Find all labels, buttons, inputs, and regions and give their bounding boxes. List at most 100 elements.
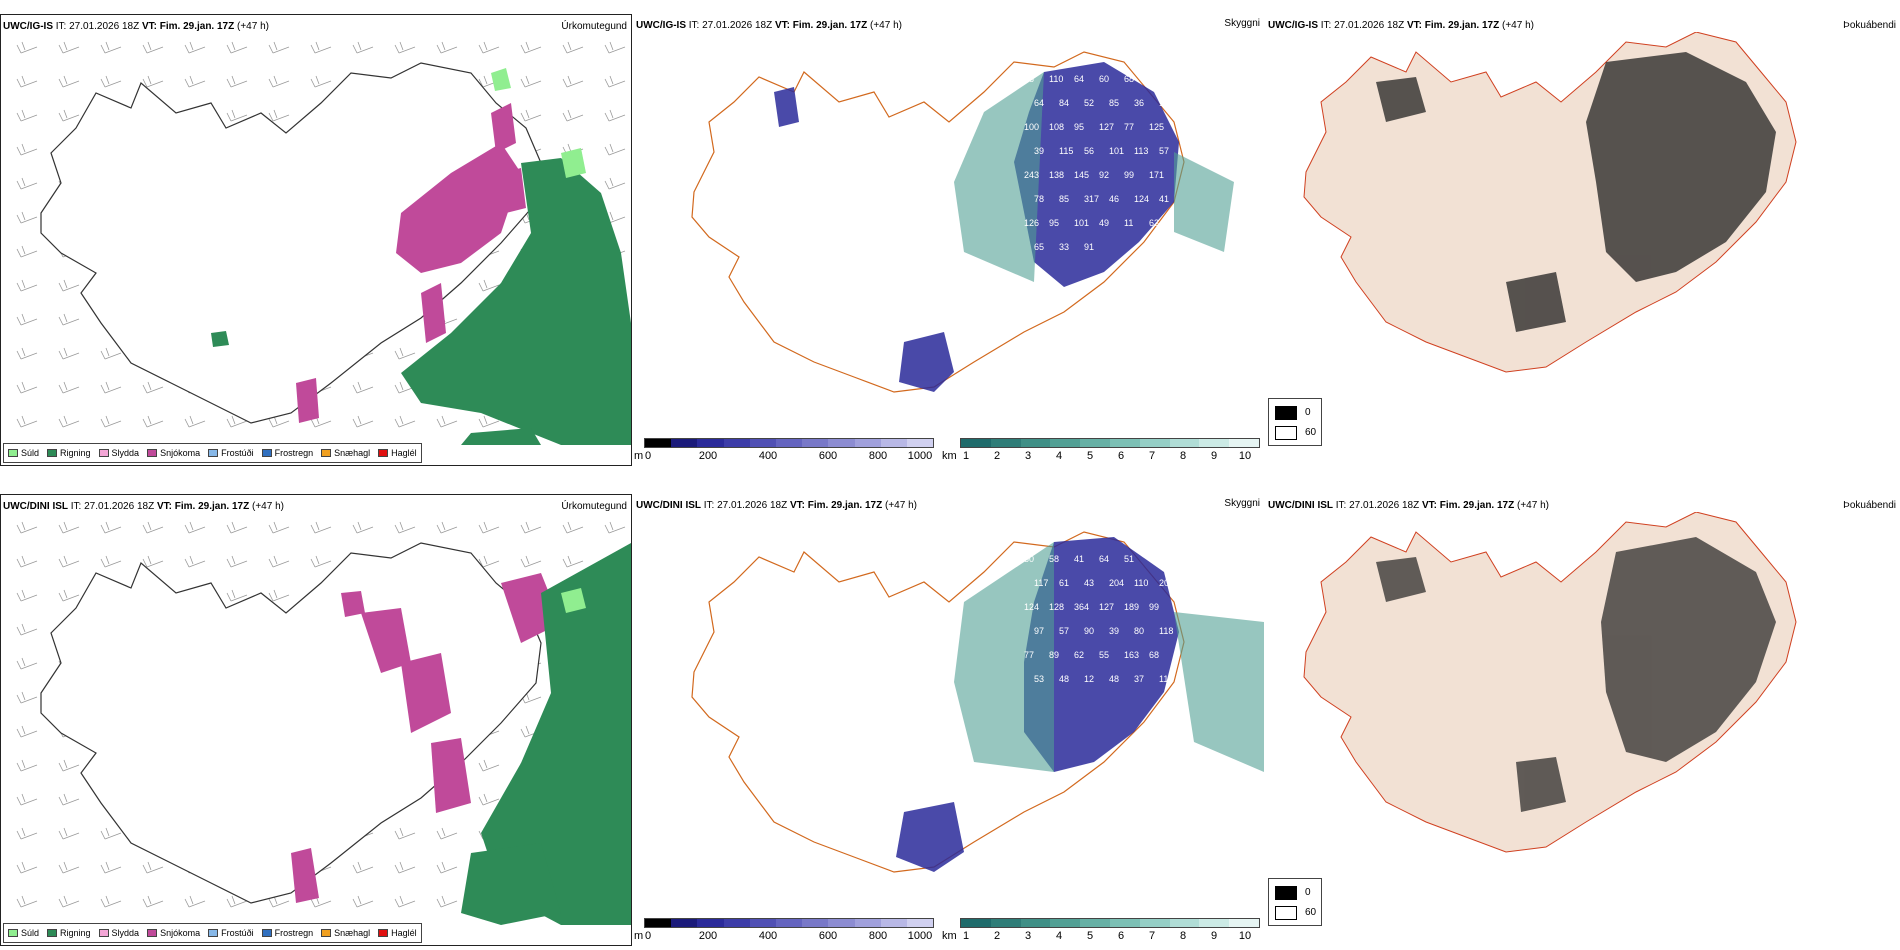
ceiling-label: 127 — [1099, 602, 1114, 612]
wind-barb — [352, 41, 374, 54]
colorbar-segment — [961, 919, 991, 927]
vt-value: Fim. 29.jan. 17Z — [174, 501, 250, 512]
ceiling-label: 52 — [1084, 98, 1094, 108]
legend-swatch — [47, 449, 58, 457]
vt-label: VT: — [141, 21, 157, 32]
wind-barb — [478, 793, 500, 806]
colorbar-segment — [1050, 439, 1081, 447]
ceiling-label: 126 — [1024, 218, 1039, 228]
wind-barb — [58, 895, 80, 908]
ceiling-label: 99 — [1149, 602, 1159, 612]
ceiling-label: 89 — [1049, 650, 1059, 660]
it-value: 27.01.2026 18Z — [1349, 500, 1420, 511]
legend-label: Snjókoma — [160, 928, 201, 938]
wind-barb — [352, 415, 374, 428]
ceiling-label: 124 — [1024, 602, 1039, 612]
colorbar-segment — [775, 919, 803, 927]
ceiling-label: 12 — [1084, 674, 1094, 684]
colorbar-segment — [645, 919, 672, 927]
legend-item: Frostúði — [208, 448, 254, 458]
it-label: IT: — [688, 20, 700, 31]
iceland-outline — [40, 542, 542, 904]
wind-barb — [100, 861, 122, 874]
colorbar-segment — [1229, 439, 1259, 447]
visibility-tick: 8 — [1179, 930, 1187, 942]
model-name: UWC/IG-IS — [1268, 20, 1318, 31]
ceiling-label: 84 — [1059, 98, 1069, 108]
wind-barb — [478, 759, 500, 772]
colorbar-segment — [671, 439, 698, 447]
wind-barb — [520, 75, 542, 88]
fog-legend-label: 0 — [1305, 887, 1311, 898]
ceiling-label: 41 — [1159, 194, 1169, 204]
legend-label: Súld — [21, 928, 40, 938]
wind-barb — [16, 109, 38, 122]
wind-barb — [226, 521, 248, 534]
wind-barb — [478, 521, 500, 534]
ceiling-labels: 68 110 64 60 68 67 64 84 52 85 36 110 100 108 95 127 77 1… — [1024, 74, 1173, 252]
visibility-colorbar-strip — [960, 438, 1260, 448]
wind-barb — [520, 555, 542, 568]
ceiling-label: 68 — [1124, 74, 1134, 84]
ceiling-label: 85 — [1109, 98, 1119, 108]
legend-item: Frostregn — [261, 448, 313, 458]
wind-barb — [142, 415, 164, 428]
legend-swatch — [8, 449, 18, 457]
drizzle-areas — [561, 588, 586, 613]
model-name: UWC/IG-IS — [3, 21, 53, 32]
vt-value: Fim. 29.jan. 17Z — [1424, 20, 1500, 31]
wind-barb — [226, 415, 248, 428]
wind-barb — [436, 827, 458, 840]
ceiling-label: 46 — [1109, 194, 1119, 204]
fog-map — [1303, 512, 1797, 853]
precip-legend: Súld Rigning Slydda Snjókoma Frostúði Fr… — [3, 923, 422, 943]
legend-swatch — [321, 449, 332, 457]
ceiling-label: 108 — [1049, 122, 1064, 132]
precip-panel-title: Úrkomutegund — [561, 21, 627, 32]
wind-barb — [184, 75, 206, 88]
ceiling-label: 204 — [1109, 578, 1124, 588]
vt-label: VT: — [789, 500, 805, 511]
lead-time: (+47 h) — [885, 500, 917, 511]
legend-swatch — [147, 929, 158, 937]
row-dini-isl: UWC/DINI ISL IT: 27.01.2026 18Z VT: Fim.… — [0, 494, 1900, 950]
legend-swatch — [261, 929, 272, 937]
lead-time: (+47 h) — [1517, 500, 1549, 511]
wind-barb — [16, 759, 38, 772]
wind-barb — [562, 109, 584, 122]
visibility-tick: 4 — [1055, 450, 1063, 462]
legend-item: Snjókoma — [147, 928, 200, 938]
visibility-tick: 8 — [1179, 450, 1187, 462]
ceiling-label: 189 — [1124, 602, 1139, 612]
panel-title: UWC/DINI ISL IT: 27.01.2026 18Z VT: Fim.… — [3, 501, 284, 512]
fog-shading — [1376, 537, 1776, 812]
wind-barb — [352, 381, 374, 394]
wind-barb — [16, 691, 38, 704]
colorbar-segment — [1139, 439, 1170, 447]
visibility-tick: 4 — [1055, 930, 1063, 942]
ceiling-label: 62 — [1074, 650, 1084, 660]
wind-barb — [310, 521, 332, 534]
legend-item: Frostregn — [261, 928, 313, 938]
wind-barb — [268, 589, 290, 602]
colorbar-segment — [749, 439, 776, 447]
wind-barb — [142, 381, 164, 394]
vt-label: VT: — [1421, 500, 1437, 511]
ceiling-label: 60 — [1099, 74, 1109, 84]
colorbar-segment — [1139, 919, 1170, 927]
colorbar-segment — [749, 919, 776, 927]
wind-barb — [352, 521, 374, 534]
it-label: IT: — [55, 21, 67, 32]
colorbar-segment — [1169, 439, 1200, 447]
wind-barb — [58, 861, 80, 874]
ceiling-label: 63 — [1149, 218, 1159, 228]
legend-swatch — [208, 449, 219, 457]
wind-barb — [100, 895, 122, 908]
ceiling-label: 317 — [1084, 194, 1099, 204]
colorbar-segment — [828, 439, 855, 447]
wind-barb — [16, 245, 38, 258]
legend-swatch — [8, 929, 18, 937]
colorbar-segment — [854, 439, 881, 447]
lead-time: (+47 h) — [1502, 20, 1534, 31]
wind-barb — [58, 827, 80, 840]
